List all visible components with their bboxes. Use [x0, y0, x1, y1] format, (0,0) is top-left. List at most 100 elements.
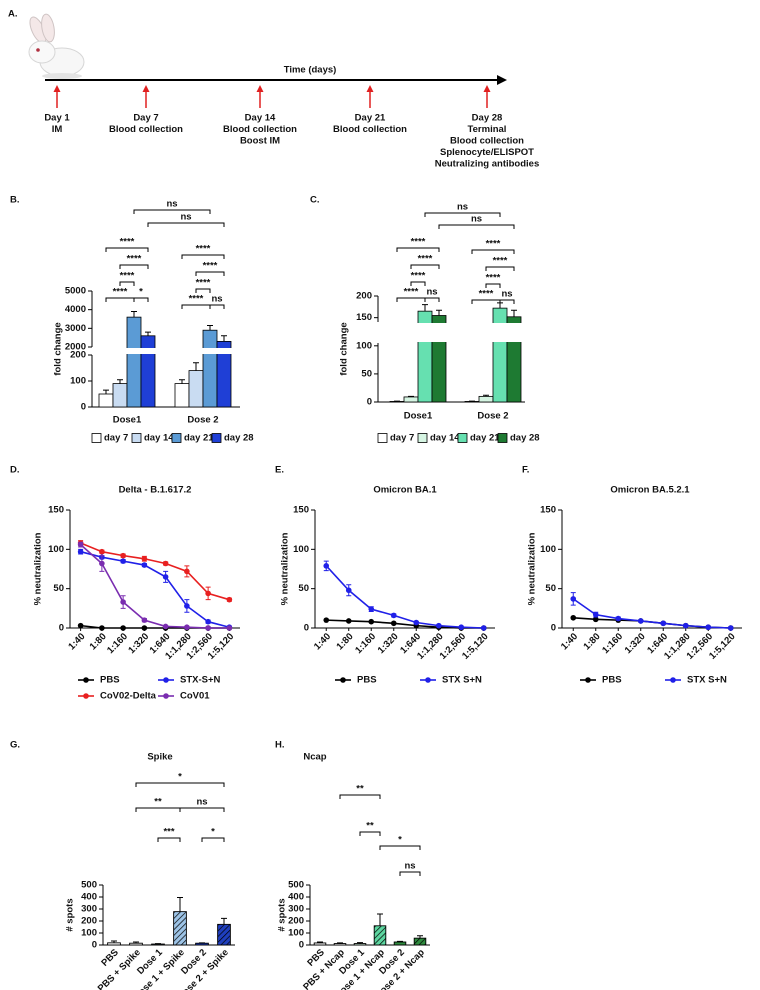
legend-label: PBS — [100, 675, 120, 686]
data-point — [120, 599, 126, 605]
legend-swatch — [457, 433, 468, 443]
significance-label: ns — [196, 797, 207, 808]
significance-bracket — [119, 281, 135, 286]
data-point — [368, 618, 375, 625]
significance-label: * — [398, 835, 402, 846]
significance-bracket — [105, 297, 135, 302]
y-tick-label: 100 — [288, 928, 304, 939]
data-point — [727, 625, 734, 631]
significance-label: ns — [211, 294, 222, 305]
panel-label: A. — [8, 9, 18, 20]
legend-swatch — [377, 433, 388, 443]
legend-label: STX-S+N — [180, 675, 221, 686]
data-point — [390, 612, 397, 619]
series-line — [572, 598, 731, 629]
significance-label: * — [211, 827, 215, 838]
significance-bracket — [339, 794, 381, 799]
y-tick-label: 100 — [356, 340, 372, 351]
data-point — [592, 611, 599, 618]
significance-bracket — [133, 297, 149, 302]
error-bar — [221, 917, 227, 925]
data-point — [682, 622, 689, 629]
data-point — [615, 615, 622, 622]
data-point — [323, 563, 330, 569]
timeline-axis-label: Time (days) — [284, 65, 337, 76]
bar — [217, 923, 231, 946]
error-bar — [145, 331, 151, 336]
y-tick-label: 0 — [304, 623, 309, 634]
data-point — [184, 624, 190, 631]
y-axis-label: # spots — [65, 898, 76, 931]
legend-marker — [163, 693, 169, 699]
legend-marker — [83, 693, 89, 699]
data-point — [141, 617, 148, 623]
event-text: Day 1 — [44, 113, 70, 124]
significance-bracket — [396, 297, 426, 302]
event-text: Day 7 — [133, 113, 158, 124]
error-bar — [377, 913, 383, 926]
significance-bracket — [485, 283, 501, 288]
x-tick-label: Dose 2 — [477, 411, 508, 422]
chart-title: Spike — [147, 752, 172, 763]
event-text: Splenocyte/ELISPOT — [440, 147, 534, 158]
x-tick-label: 1:40 — [312, 631, 333, 652]
significance-bracket — [119, 264, 149, 269]
significance-label: **** — [203, 261, 218, 272]
significance-bracket — [105, 247, 149, 252]
x-tick-label: 1:80 — [334, 631, 355, 652]
legend-label: day 21 — [184, 433, 214, 444]
y-tick-label: 150 — [540, 505, 556, 516]
error-bar — [133, 941, 139, 944]
y-tick-label: 100 — [70, 376, 86, 387]
series-line — [326, 619, 484, 629]
legend-label: day 28 — [224, 433, 254, 444]
chart-title: Ncap — [303, 752, 326, 763]
bar — [112, 383, 128, 408]
legend-marker — [585, 677, 591, 683]
significance-bracket — [410, 264, 440, 269]
panel-label: H. — [275, 740, 285, 751]
data-point — [570, 596, 577, 602]
data-point — [99, 560, 105, 567]
significance-bracket — [195, 271, 225, 276]
y-tick-label: 200 — [70, 350, 86, 361]
data-point — [458, 624, 465, 631]
data-point — [120, 552, 126, 559]
significance-label: ns — [426, 287, 437, 298]
bar — [313, 942, 327, 946]
y-axis-label: fold change — [53, 322, 64, 375]
significance-label: **** — [196, 244, 211, 255]
significance-bracket — [499, 299, 515, 304]
data-point — [141, 555, 148, 562]
y-tick-label: 2000 — [65, 342, 86, 353]
legend-marker — [340, 677, 346, 683]
error-bar — [117, 379, 123, 384]
y-tick-label: 50 — [53, 583, 64, 594]
data-point — [77, 622, 84, 629]
event-text: Blood collection — [333, 124, 407, 135]
data-point — [592, 616, 599, 623]
error-bar — [422, 304, 428, 312]
y-tick-label: 0 — [367, 397, 372, 408]
y-tick-label: 100 — [540, 544, 556, 555]
legend-swatch — [417, 433, 428, 443]
x-tick-label: Dose 2 — [187, 415, 218, 426]
significance-bracket — [424, 212, 501, 217]
significance-label: * — [178, 772, 182, 783]
data-point — [141, 562, 148, 568]
data-point — [120, 558, 126, 564]
axis-break — [373, 323, 525, 342]
significance-bracket — [399, 871, 421, 876]
error-bar — [417, 935, 423, 939]
error-bar — [221, 335, 227, 342]
event-text: Day 28 — [472, 113, 503, 124]
y-tick-label: 150 — [48, 505, 64, 516]
y-tick-label: 0 — [59, 623, 64, 634]
y-tick-label: 100 — [293, 544, 309, 555]
legend-label: CoV02-Delta — [100, 691, 157, 702]
y-tick-label: 500 — [81, 880, 97, 891]
x-tick-label: 1:160 — [105, 631, 130, 656]
significance-label: **** — [493, 256, 508, 267]
x-tick-label: 1:160 — [353, 631, 378, 656]
